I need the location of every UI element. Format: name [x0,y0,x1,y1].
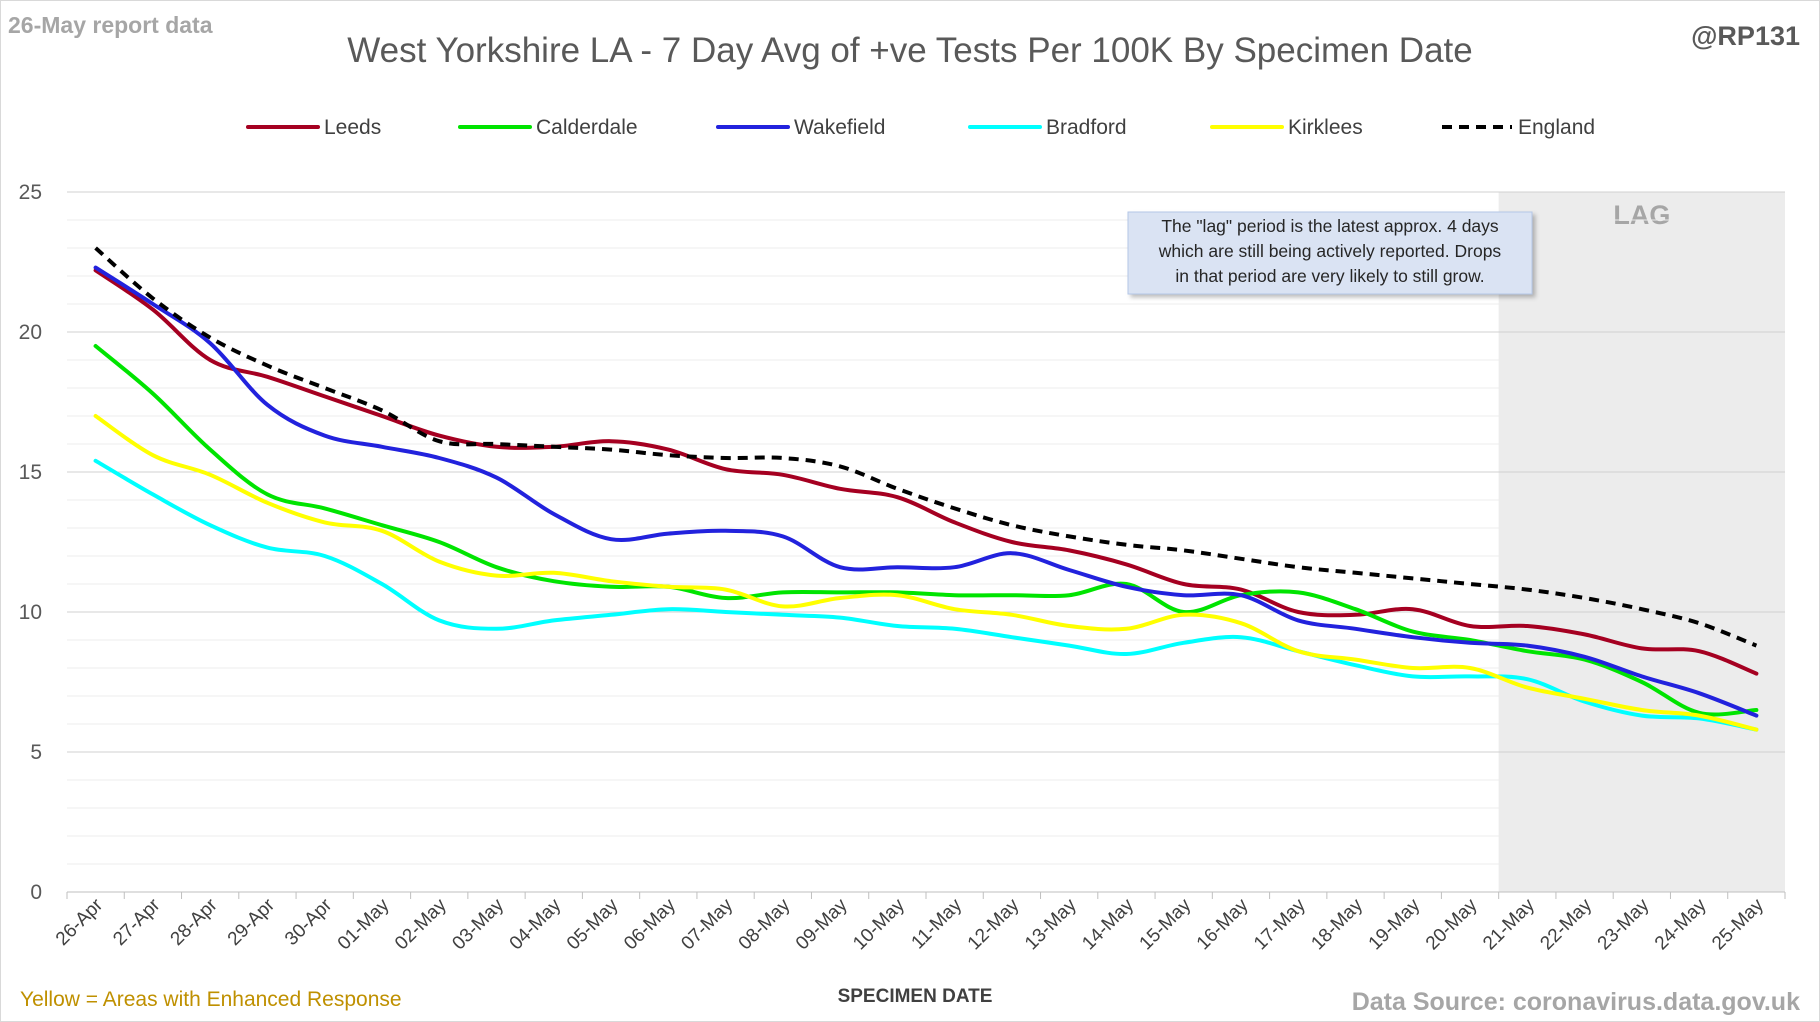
y-tick-label: 20 [19,321,42,344]
annotation-line-2: which are still being actively reported.… [1158,241,1502,261]
series-line-bradford [93,458,1759,732]
legend-label-leeds: Leeds [324,116,381,139]
enhanced-response-note: Yellow = Areas with Enhanced Response [20,988,402,1011]
legend-label-calderdale: Calderdale [536,116,638,139]
lag-region [1498,192,1785,892]
annotation-line-1: The "lag" period is the latest approx. 4… [1161,216,1499,236]
annotation-box [1127,211,1533,295]
series-line-england [94,246,1758,648]
y-tick-label: 25 [19,181,42,204]
series-lines [93,246,1759,732]
chart-title: West Yorkshire LA - 7 Day Avg of +ve Tes… [347,31,1472,70]
legend: Leeds Calderdale Wakefield Bradford Kirklees… [246,116,1595,139]
y-axis-ticks: 0 5 10 15 20 25 [19,181,42,904]
lag-annotation: The "lag" period is the latest approx. 4… [1127,211,1533,295]
y-tick-label: 10 [19,601,42,624]
y-tick-label: 5 [30,741,42,764]
data-source: Data Source: coronavirus.data.gov.uk [1352,988,1800,1016]
report-date-label: 26-May report data [8,12,213,38]
series-line-calderdale [93,344,1759,717]
annotation-line-3: in that period are very likely to still … [1175,266,1484,286]
y-tick-label: 15 [19,461,42,484]
legend-label-kirklees: Kirklees [1288,116,1363,139]
y-tick-label: 0 [30,881,42,904]
author-handle: @RP131 [1691,21,1800,51]
x-axis-label: SPECIMEN DATE [838,986,993,1007]
lag-label: LAG [1613,200,1670,230]
series-line-wakefield [93,265,1759,718]
legend-label-bradford: Bradford [1046,116,1127,139]
legend-label-wakefield: Wakefield [794,116,885,139]
gridlines [67,191,1785,865]
series-line-leeds [93,268,1759,676]
series-line-kirklees [93,414,1759,732]
legend-label-england: England [1518,116,1595,139]
